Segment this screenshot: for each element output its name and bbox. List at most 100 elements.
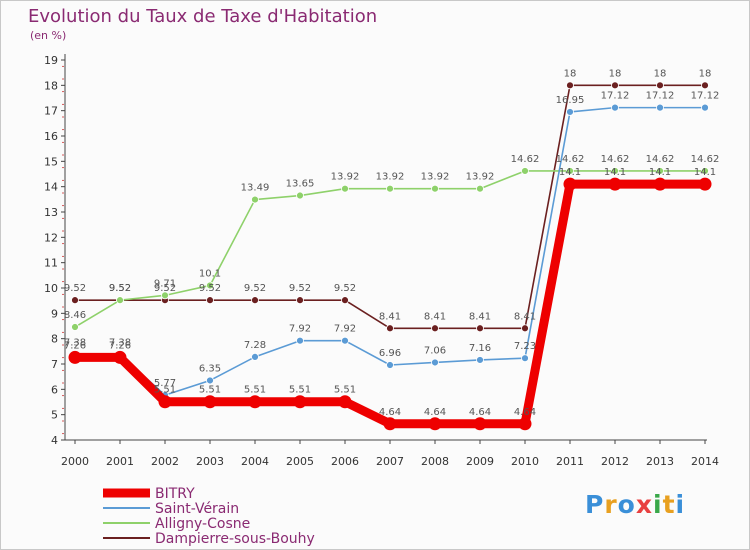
data-label: 7.38 bbox=[64, 337, 86, 348]
data-label: 7.28 bbox=[244, 340, 266, 351]
logo-letter: o bbox=[617, 490, 636, 519]
data-point bbox=[296, 296, 304, 305]
x-tick-label: 2002 bbox=[151, 455, 179, 468]
x-tick-label: 2010 bbox=[511, 455, 539, 468]
data-point bbox=[68, 350, 82, 364]
data-point bbox=[386, 184, 394, 193]
data-point bbox=[566, 81, 574, 90]
data-label: 14.1 bbox=[559, 167, 581, 178]
data-point bbox=[608, 177, 622, 191]
data-point bbox=[206, 376, 214, 385]
data-label: 13.92 bbox=[376, 172, 405, 183]
data-point bbox=[476, 324, 484, 333]
data-label: 14.62 bbox=[511, 154, 540, 165]
data-point bbox=[611, 81, 619, 90]
data-label: 8.46 bbox=[64, 310, 86, 321]
x-tick-label: 2014 bbox=[691, 455, 719, 468]
legend-label: Saint-Vérain bbox=[155, 501, 239, 517]
data-label: 14.62 bbox=[601, 154, 630, 165]
data-label: 13.49 bbox=[241, 183, 270, 194]
data-point bbox=[611, 167, 619, 175]
x-tick-label: 2006 bbox=[331, 455, 359, 468]
data-point bbox=[296, 336, 304, 345]
y-tick-label: 5 bbox=[51, 409, 58, 422]
data-label: 4.64 bbox=[424, 407, 446, 418]
data-point bbox=[431, 324, 439, 333]
data-point bbox=[521, 167, 529, 175]
data-label: 7.38 bbox=[109, 337, 131, 348]
data-point bbox=[476, 184, 484, 193]
y-tick-label: 8 bbox=[51, 333, 58, 346]
data-label: 6.96 bbox=[379, 348, 401, 359]
series-line-2 bbox=[74, 170, 705, 328]
x-tick-label: 2009 bbox=[466, 455, 494, 468]
data-label: 18 bbox=[564, 68, 577, 79]
data-point bbox=[341, 184, 349, 193]
data-point bbox=[701, 167, 709, 175]
y-tick-label: 17 bbox=[44, 105, 58, 118]
data-label: 13.92 bbox=[421, 172, 450, 183]
data-point bbox=[71, 296, 79, 305]
data-label: 4.64 bbox=[514, 407, 536, 418]
data-label: 9.52 bbox=[154, 283, 176, 294]
logo-letter: P bbox=[585, 490, 605, 519]
data-point bbox=[698, 177, 712, 191]
x-tick-label: 2001 bbox=[106, 455, 134, 468]
y-tick-label: 9 bbox=[51, 307, 58, 320]
chart-title: Evolution du Taux de Taxe d'Habitation bbox=[28, 6, 378, 27]
data-label: 13.92 bbox=[331, 172, 360, 183]
y-tick-label: 6 bbox=[51, 383, 58, 396]
data-label: 9.52 bbox=[199, 283, 221, 294]
data-point bbox=[341, 296, 349, 305]
x-tick-label: 2005 bbox=[286, 455, 314, 468]
y-tick-label: 10 bbox=[44, 282, 58, 295]
data-label: 6.35 bbox=[199, 363, 221, 374]
x-tick-label: 2012 bbox=[601, 455, 629, 468]
y-tick-label: 16 bbox=[44, 130, 58, 143]
data-label: 9.52 bbox=[64, 283, 86, 294]
data-point bbox=[611, 103, 619, 112]
chart-subtitle: (en %) bbox=[30, 29, 67, 42]
data-point bbox=[341, 336, 349, 345]
data-label: 5.51 bbox=[289, 385, 311, 396]
data-point bbox=[338, 395, 352, 409]
data-point bbox=[251, 353, 259, 361]
data-point bbox=[563, 177, 577, 191]
y-tick-label: 13 bbox=[44, 206, 58, 219]
data-point bbox=[566, 167, 574, 175]
data-label: 14.62 bbox=[691, 154, 720, 165]
data-point bbox=[383, 417, 397, 431]
data-point bbox=[701, 103, 709, 112]
logo-letter: r bbox=[604, 490, 618, 519]
legend-label: Dampierre-sous-Bouhy bbox=[155, 531, 315, 547]
x-tick-label: 2007 bbox=[376, 455, 404, 468]
data-label: 5.51 bbox=[244, 385, 266, 396]
data-label: 17.12 bbox=[691, 91, 720, 102]
data-label: 9.52 bbox=[334, 283, 356, 294]
x-tick-label: 2011 bbox=[556, 455, 584, 468]
x-tick-label: 2013 bbox=[646, 455, 674, 468]
data-point bbox=[521, 354, 529, 363]
data-point bbox=[251, 296, 259, 305]
data-point bbox=[203, 395, 217, 409]
data-point bbox=[293, 395, 307, 409]
data-point bbox=[473, 417, 487, 431]
data-label: 8.41 bbox=[424, 311, 446, 322]
data-label: 14.1 bbox=[694, 167, 716, 178]
data-labels: 7.26 7.26 5.51 5.51 5.51 5.51 5.51 4.64 4.64 4.64… bbox=[64, 68, 719, 417]
data-point bbox=[566, 108, 574, 116]
data-label: 7.92 bbox=[289, 324, 311, 335]
chart-axes: 4 5 6 7 8 9 10 11 12 13 14 15 16 17 18 19 2000 2001 2002 20… bbox=[44, 54, 719, 468]
data-label: 5.77 bbox=[154, 378, 176, 389]
data-point bbox=[428, 417, 442, 431]
data-label: 7.06 bbox=[424, 345, 446, 356]
x-tick-label: 2000 bbox=[61, 455, 89, 468]
data-label: 9.52 bbox=[109, 283, 131, 294]
data-point bbox=[431, 358, 439, 367]
legend-label: BITRY bbox=[155, 486, 195, 502]
data-label: 18 bbox=[609, 68, 622, 79]
data-label: 17.12 bbox=[646, 91, 675, 102]
data-label: 4.64 bbox=[379, 407, 401, 418]
